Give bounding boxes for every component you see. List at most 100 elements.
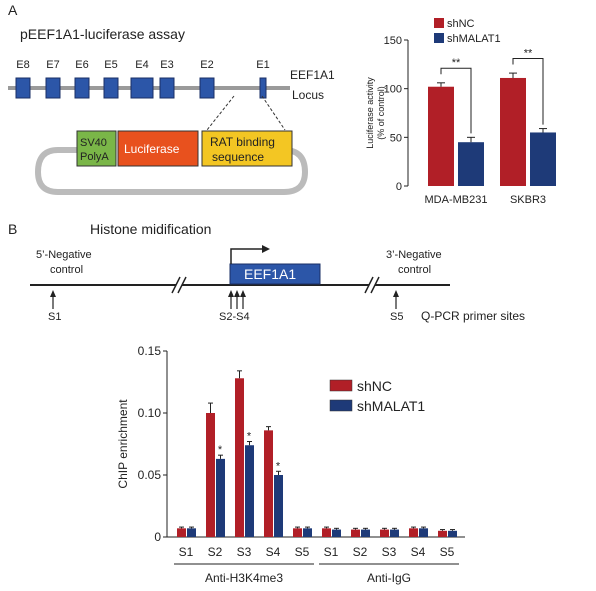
polya-label: PolyA xyxy=(80,151,109,163)
chip-bar-9-shmalat1 xyxy=(448,530,457,537)
chip-bar-5-shnc xyxy=(322,528,331,537)
chip-ytick-label-2: 0.10 xyxy=(138,406,162,420)
primer-arrow-head-1 xyxy=(50,290,56,297)
lucif-ytick-label-150: 150 xyxy=(384,35,402,47)
exon-e7 xyxy=(45,77,61,99)
exon-e8 xyxy=(15,77,31,99)
chip-xlabel-7: S3 xyxy=(382,545,397,559)
exon-label-e2: E2 xyxy=(200,59,213,71)
chip-legend-label-shnc: shNC xyxy=(357,378,392,394)
chip-bar-1-shnc xyxy=(206,413,215,537)
chip-bar-7-shnc xyxy=(380,529,389,537)
plasmid-backbone xyxy=(34,147,309,195)
break-gap-left xyxy=(176,279,182,291)
neg5-label-line2: control xyxy=(50,264,83,276)
panel-b-title: Histone midification xyxy=(90,221,211,237)
lucif-xlabel-skbr3: SKBR3 xyxy=(510,194,546,206)
chip-group-label-0: Anti-H3K4me3 xyxy=(205,571,283,585)
chip-ytick-label-0: 0 xyxy=(154,530,161,544)
exon-label-e8: E8 xyxy=(16,59,29,71)
neg3-label-line2: control xyxy=(398,264,431,276)
neg3-label-line1: 3’-Negative xyxy=(386,249,442,261)
rat-binding-box xyxy=(201,130,293,167)
exon-label-e7: E7 xyxy=(46,59,59,71)
lucif-legend-swatch-shmalat1 xyxy=(434,33,444,43)
panel-a-title: pEEF1A1-luciferase assay xyxy=(20,26,185,42)
luciferase-box xyxy=(117,130,199,167)
chip-xlabel-9: S5 xyxy=(440,545,455,559)
eef1a1-locus: E8 E7 E6 E5 E4 E3 E2 E1 EEF1A1 Locus xyxy=(8,59,335,102)
chip-xlabel-0: S1 xyxy=(179,545,194,559)
chip-legend-label-shmalat1: shMALAT1 xyxy=(357,398,425,414)
lucif-ytick-label-50: 50 xyxy=(390,132,402,144)
locus-label-gene: EEF1A1 xyxy=(290,68,335,82)
chip-bar-0-shnc xyxy=(177,528,186,537)
break-mark-right-1 xyxy=(364,276,374,294)
chip-xlabel-3: S4 xyxy=(266,545,281,559)
lucif-ylabel-line2: (% of control) xyxy=(376,86,386,140)
exon-label-e6: E6 xyxy=(75,59,88,71)
lucif-legend-label-shnc: shNC xyxy=(447,18,475,30)
gene-label: EEF1A1 xyxy=(244,266,296,282)
lucif-sig-skbr3: ** xyxy=(524,47,533,59)
lucif-sig-mda-mb231: ** xyxy=(452,57,461,69)
locus-label-locus: Locus xyxy=(292,88,324,102)
chip-xlabel-2: S3 xyxy=(237,545,252,559)
chip-bar-8-shmalat1 xyxy=(419,528,428,537)
rat-label-line2: sequence xyxy=(212,150,264,164)
chip-legend-swatch-shmalat1 xyxy=(329,399,353,412)
chip-bar-6-shmalat1 xyxy=(361,529,370,537)
lucif-bar-mda-mb231-shmalat1 xyxy=(458,142,484,186)
rat-label-line1: RAT binding xyxy=(210,135,275,149)
primer-note: Q-PCR primer sites xyxy=(421,309,525,323)
chip-xlabel-1: S2 xyxy=(208,545,223,559)
exon-label-e5: E5 xyxy=(104,59,117,71)
luciferase-activity-chart: 0 50 100 150 Luciferase activity (% of contro… xyxy=(365,18,556,206)
chip-enrichment-chart: 0 0.05 0.10 0.15 ChIP enrichment S1 * S2 * S3 * S4 S… xyxy=(116,344,465,585)
lucif-legend-label-shmalat1: shMALAT1 xyxy=(447,33,501,45)
connector-right xyxy=(261,95,286,131)
lucif-ytick-label-0: 0 xyxy=(396,181,402,193)
chip-ytick-label-3: 0.15 xyxy=(138,344,162,358)
lucif-ylabel-line1: Luciferase activity xyxy=(365,77,375,149)
exon-e5 xyxy=(103,77,119,99)
break-mark-left-2 xyxy=(177,276,187,294)
chip-legend-swatch-shnc xyxy=(329,379,353,392)
break-mark-left-1 xyxy=(171,276,181,294)
site-s1-label: S1 xyxy=(48,311,61,323)
chip-sig-1: * xyxy=(218,444,223,456)
sv40-label: SV40 xyxy=(80,137,107,149)
break-mark-right-2 xyxy=(370,276,380,294)
primer-arrow-head-2 xyxy=(228,290,234,297)
chip-bar-5-shmalat1 xyxy=(332,529,341,537)
lucif-bar-skbr3-shmalat1 xyxy=(530,132,556,186)
chip-bar-2-shmalat1 xyxy=(245,445,254,537)
exon-e1 xyxy=(259,77,267,99)
exon-labels: E8 E7 E6 E5 E4 E3 E2 E1 xyxy=(16,59,269,71)
lucif-bar-mda-mb231-shnc xyxy=(428,86,454,186)
primer-arrows xyxy=(50,290,399,309)
exon-label-e1: E1 xyxy=(256,59,269,71)
primer-arrow-head-5 xyxy=(393,290,399,297)
chip-xlabel-8: S4 xyxy=(411,545,426,559)
sv40-polya-box xyxy=(76,130,117,167)
lucif-bracket-skbr3 xyxy=(512,57,544,125)
connector-left xyxy=(206,95,235,131)
chip-bar-3-shmalat1 xyxy=(274,475,283,537)
tss-arrow-head xyxy=(262,245,270,253)
chip-bar-7-shmalat1 xyxy=(390,529,399,537)
chip-bar-2-shnc xyxy=(235,378,244,537)
exon-blocks xyxy=(15,77,267,99)
chip-bar-0-shmalat1 xyxy=(187,528,196,537)
site-s2s4-label: S2-S4 xyxy=(219,311,250,323)
chip-bar-1-shmalat1 xyxy=(216,458,225,537)
lucif-ytick-label-100: 100 xyxy=(384,84,402,96)
chip-ytick-label-1: 0.05 xyxy=(138,468,162,482)
primer-arrow-head-3 xyxy=(234,290,240,297)
eef1a1-gene-box xyxy=(229,263,321,285)
chip-xlabel-5: S1 xyxy=(324,545,339,559)
panel-b-letter: B xyxy=(8,221,17,237)
lucif-bar-skbr3-shnc xyxy=(500,77,526,186)
chip-bar-3-shnc xyxy=(264,430,273,537)
